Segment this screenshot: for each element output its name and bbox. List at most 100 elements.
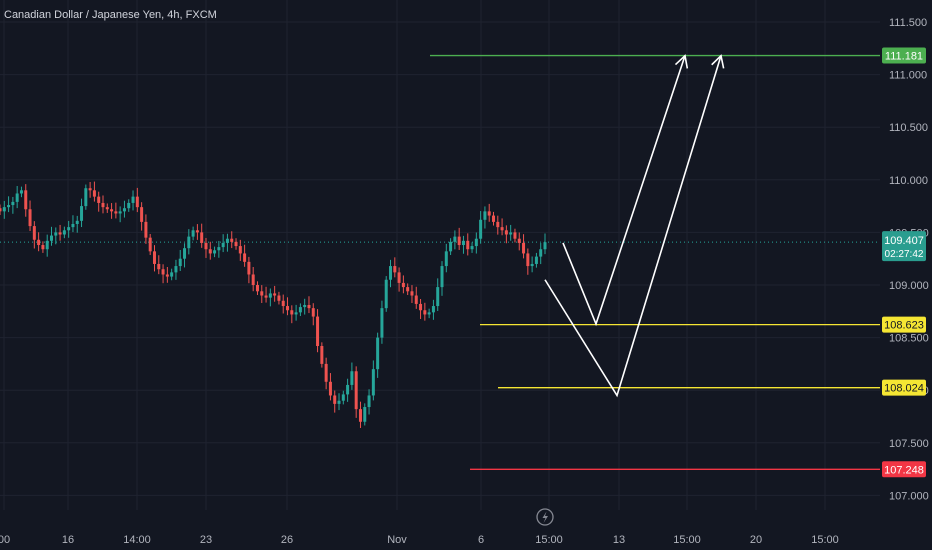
candle	[49, 226, 53, 246]
candle-body	[88, 188, 92, 191]
candle-body	[58, 232, 62, 235]
time-axis[interactable]: 00 16 14:00 23 26 Nov 6 15:00 13 15:00 20 15:00	[0, 534, 839, 546]
x-tick-label: 20	[750, 534, 762, 546]
candle	[419, 298, 423, 319]
candle-body	[37, 239, 41, 246]
candle	[247, 256, 251, 284]
candle-body	[337, 400, 341, 404]
candle-body	[277, 295, 281, 301]
candle-body	[243, 253, 247, 262]
candle	[371, 360, 375, 401]
candle	[37, 232, 41, 252]
candle	[354, 366, 358, 418]
candle	[165, 267, 169, 283]
candle	[273, 285, 277, 302]
candle	[84, 184, 88, 210]
level-label-stop: 107.248	[884, 464, 924, 476]
candle	[243, 244, 247, 267]
candle	[80, 198, 84, 228]
candle	[522, 234, 526, 259]
y-tick-label: 107.500	[889, 438, 929, 450]
candle	[414, 286, 418, 309]
candle-body	[135, 196, 139, 208]
candle-body	[474, 238, 478, 247]
candle	[504, 225, 508, 244]
candle-body	[341, 394, 345, 401]
candle-body	[15, 193, 19, 202]
candle	[367, 389, 371, 415]
candle-body	[157, 263, 161, 270]
candle	[286, 297, 290, 316]
candle	[255, 281, 259, 295]
candle-body	[457, 236, 461, 246]
candle-body	[539, 249, 543, 257]
candle-body	[200, 232, 204, 243]
candle	[11, 196, 15, 214]
candle-body	[534, 256, 538, 264]
price-axis[interactable]: 111.500111.000110.500110.000109.500109.0…	[882, 17, 929, 502]
candle-body	[84, 188, 88, 207]
candle-body	[431, 306, 435, 313]
x-tick-label: Nov	[387, 534, 407, 546]
candle-body	[114, 211, 118, 214]
candle-body	[316, 316, 320, 347]
candle	[483, 206, 487, 229]
candle	[230, 231, 234, 249]
candle-body	[504, 230, 508, 235]
candle	[62, 226, 66, 239]
candle	[32, 221, 36, 249]
candle	[144, 214, 148, 244]
x-tick-label: 16	[62, 534, 74, 546]
candle	[19, 186, 23, 198]
candle-body	[217, 247, 221, 251]
candle-body	[414, 295, 418, 304]
arrow-head	[674, 54, 689, 69]
candle	[376, 332, 380, 378]
x-tick-label: 13	[613, 534, 625, 546]
candle-body	[131, 196, 135, 203]
x-tick-label: 23	[200, 534, 212, 546]
candle-body	[11, 201, 15, 206]
y-tick-label: 111.000	[889, 70, 927, 82]
candle-body	[251, 274, 255, 285]
candle	[363, 403, 367, 426]
level-badge-target	[882, 47, 926, 64]
candle	[2, 200, 6, 219]
candle-body	[543, 242, 547, 250]
candle	[200, 223, 204, 248]
candle	[526, 248, 530, 275]
level-label-support-1: 108.623	[884, 320, 924, 332]
candle-body	[363, 407, 367, 422]
candle	[127, 199, 131, 212]
candle	[183, 243, 187, 268]
candle-body	[49, 235, 53, 241]
projection-path	[562, 55, 686, 327]
candle	[530, 256, 534, 273]
candle	[118, 206, 122, 223]
candle	[152, 245, 156, 272]
candle-body	[24, 190, 28, 210]
candle	[28, 200, 32, 232]
candle-body	[213, 250, 217, 254]
candle	[380, 300, 384, 344]
candle	[427, 308, 431, 319]
candle	[58, 224, 62, 241]
candle	[225, 233, 229, 252]
candle	[341, 390, 345, 405]
candle-body	[333, 395, 337, 404]
candle	[170, 268, 174, 281]
candle-body	[101, 202, 105, 208]
candle-body	[298, 307, 302, 313]
candle	[88, 182, 92, 198]
replay-icon[interactable]	[536, 508, 554, 526]
candle-body	[187, 236, 191, 249]
candle	[234, 238, 238, 250]
candle-body	[7, 205, 11, 208]
candle	[444, 243, 448, 273]
candle	[320, 342, 324, 368]
candle-body	[165, 274, 169, 277]
candle-body	[92, 190, 96, 197]
candle	[397, 267, 401, 292]
candle	[54, 227, 58, 245]
